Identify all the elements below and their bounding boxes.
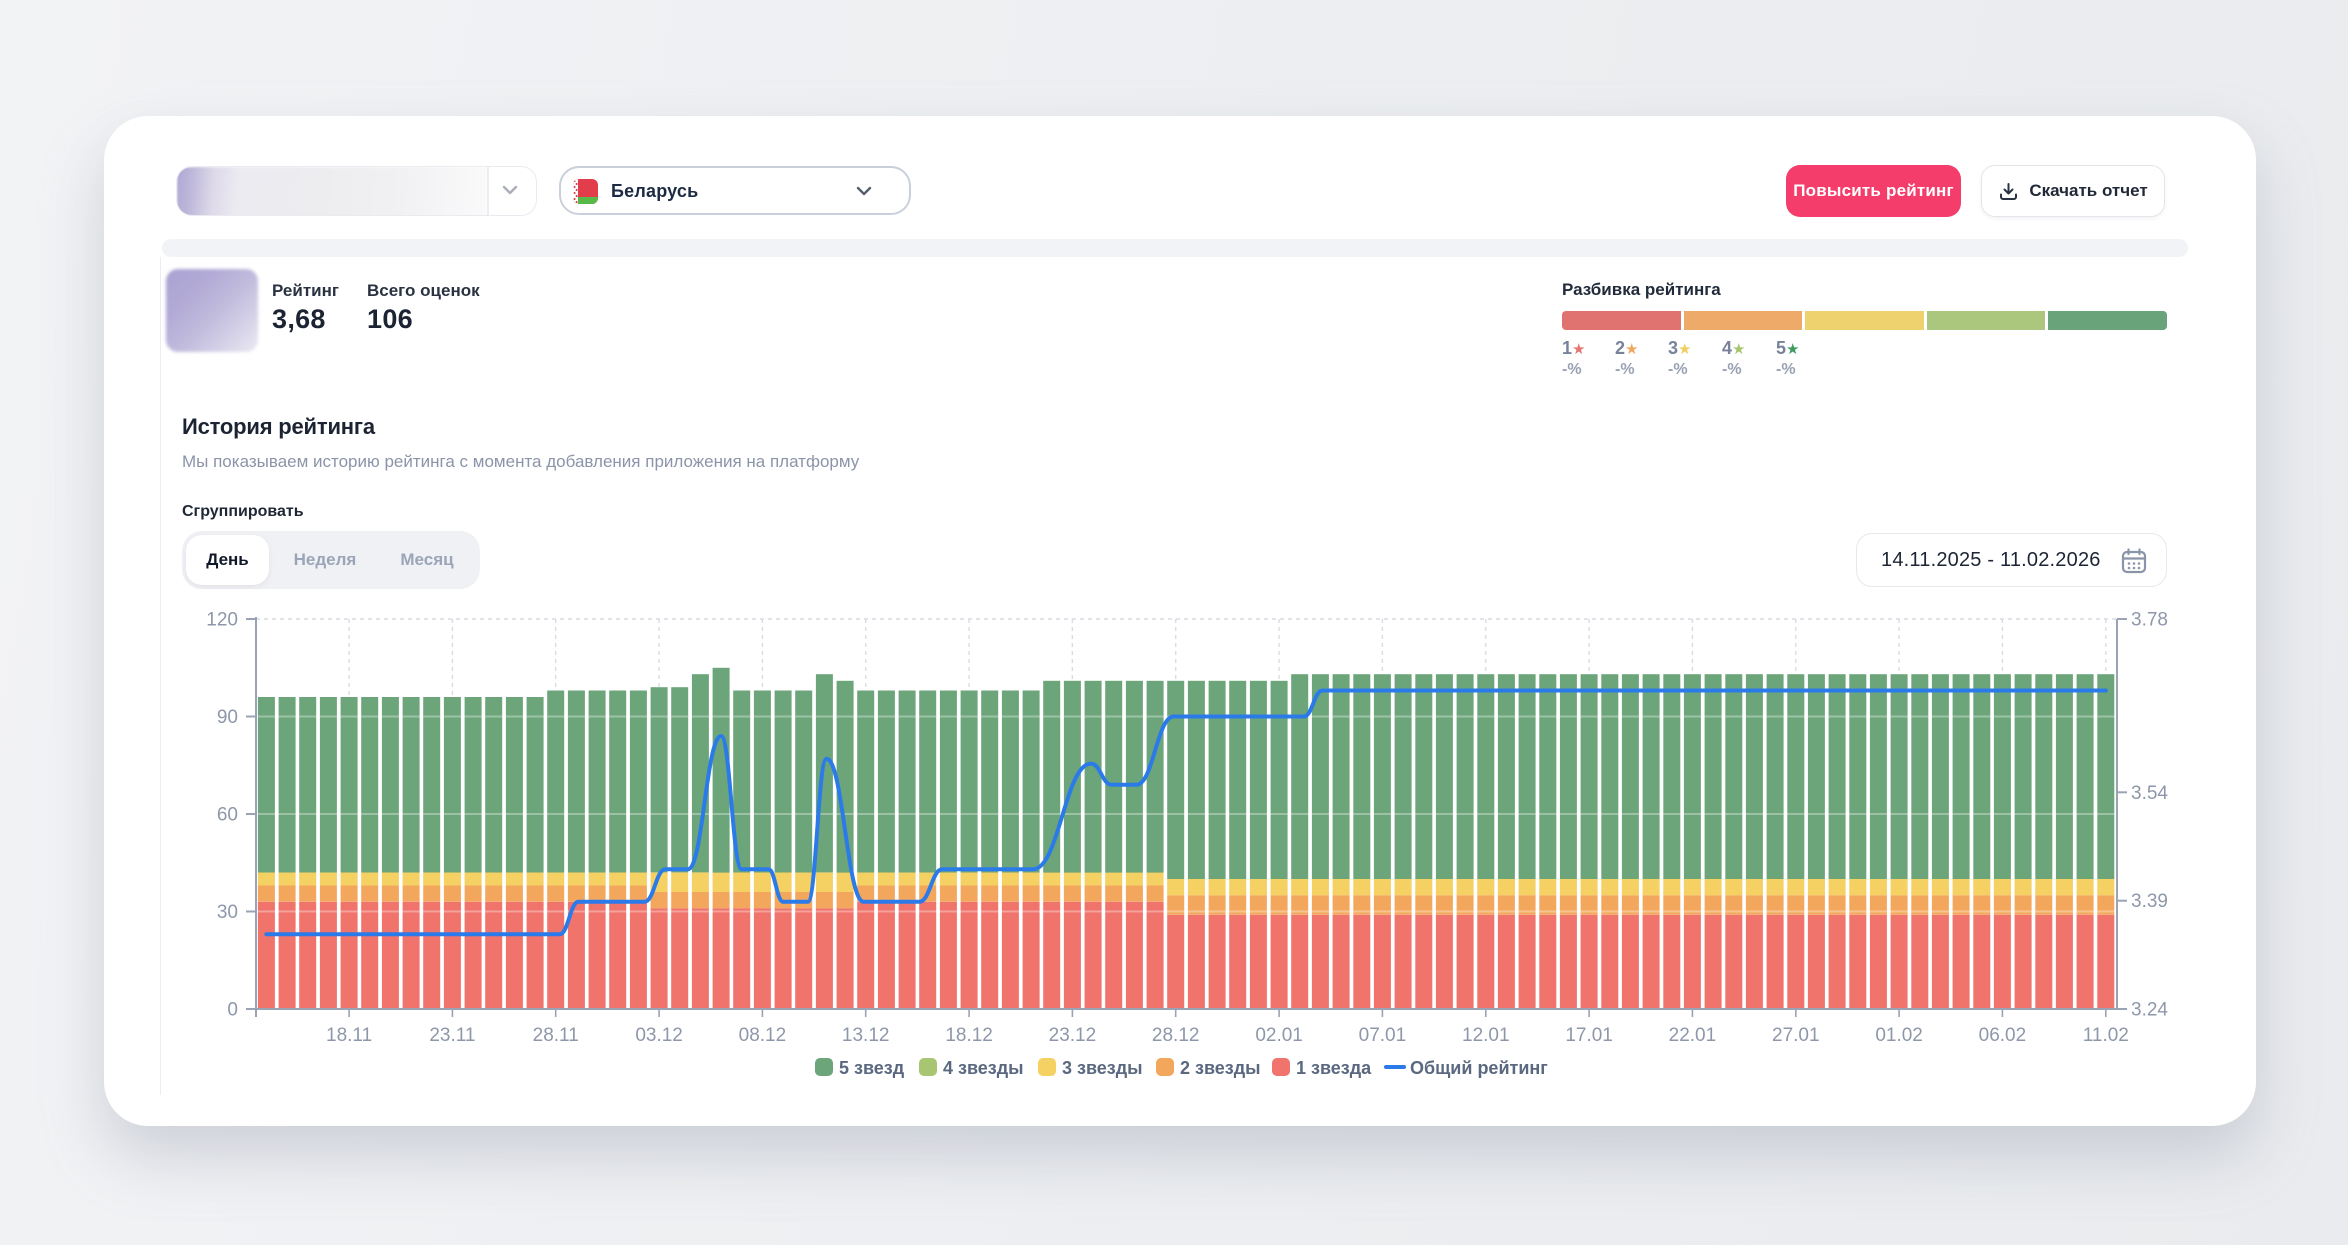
svg-text:08.12: 08.12 [739, 1025, 787, 1046]
svg-text:07.01: 07.01 [1359, 1025, 1407, 1046]
svg-text:90: 90 [217, 707, 238, 728]
svg-text:23.12: 23.12 [1049, 1025, 1097, 1046]
svg-text:3.39: 3.39 [2131, 891, 2168, 912]
svg-text:30: 30 [217, 902, 238, 923]
svg-text:02.01: 02.01 [1255, 1025, 1303, 1046]
svg-text:3.78: 3.78 [2131, 610, 2168, 631]
svg-text:120: 120 [206, 610, 238, 631]
svg-text:18.11: 18.11 [326, 1025, 372, 1046]
svg-text:18.12: 18.12 [945, 1025, 993, 1046]
svg-text:01.02: 01.02 [1875, 1025, 1923, 1046]
svg-text:0: 0 [227, 1000, 238, 1021]
svg-text:06.02: 06.02 [1979, 1025, 2027, 1046]
svg-text:2 звезды: 2 звезды [1180, 1058, 1261, 1078]
svg-text:3 звезды: 3 звезды [1062, 1058, 1143, 1078]
svg-text:1 звезда: 1 звезда [1296, 1058, 1372, 1078]
svg-text:3.24: 3.24 [2131, 1000, 2168, 1021]
svg-text:28.12: 28.12 [1152, 1025, 1200, 1046]
svg-text:27.01: 27.01 [1772, 1025, 1820, 1046]
svg-text:3.54: 3.54 [2131, 783, 2168, 804]
svg-text:03.12: 03.12 [635, 1025, 683, 1046]
svg-text:28.11: 28.11 [533, 1025, 579, 1046]
svg-text:5 звезд: 5 звезд [839, 1058, 905, 1078]
svg-text:4 звезды: 4 звезды [943, 1058, 1024, 1078]
svg-text:12.01: 12.01 [1462, 1025, 1510, 1046]
svg-text:Общий рейтинг: Общий рейтинг [1410, 1058, 1548, 1078]
svg-text:23.11: 23.11 [429, 1025, 475, 1046]
svg-text:13.12: 13.12 [842, 1025, 890, 1046]
svg-text:17.01: 17.01 [1565, 1025, 1613, 1046]
svg-text:60: 60 [217, 805, 238, 826]
svg-text:11.02: 11.02 [2083, 1025, 2129, 1046]
svg-text:22.01: 22.01 [1669, 1025, 1717, 1046]
